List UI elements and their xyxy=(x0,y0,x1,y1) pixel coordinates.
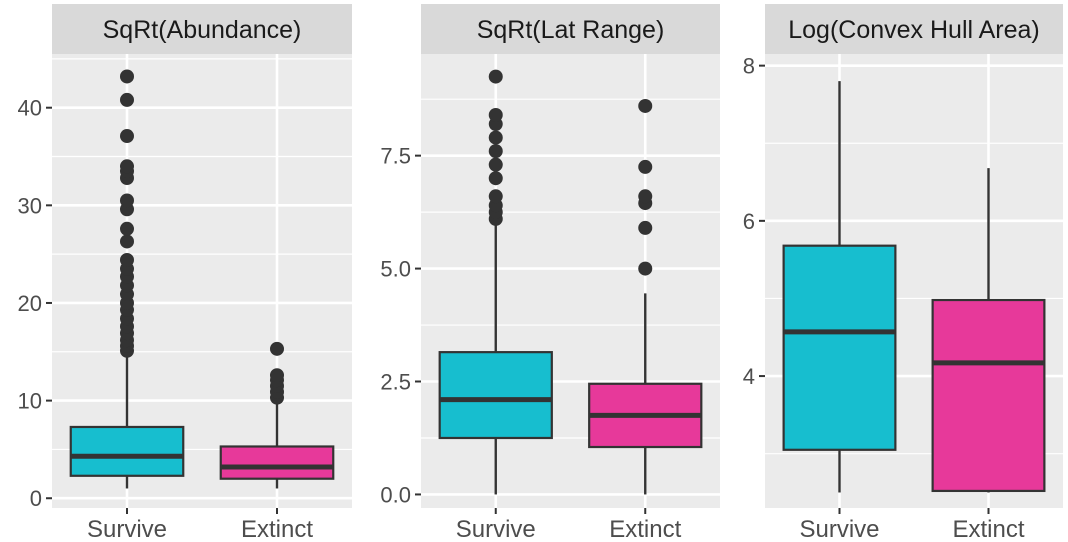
outlier-point xyxy=(638,189,653,204)
facet-title: SqRt(Lat Range) xyxy=(477,16,665,44)
y-tick-label: 0.0 xyxy=(380,482,411,507)
outlier-point xyxy=(488,69,503,84)
y-tick-label: 5.0 xyxy=(380,257,411,282)
y-tick-label: 40 xyxy=(18,96,42,121)
outlier-point xyxy=(270,341,284,356)
x-tick-label: Extinct xyxy=(241,516,313,542)
box-survive xyxy=(438,69,553,495)
box-extinct xyxy=(931,168,1046,493)
box-extinct xyxy=(588,98,703,495)
facet-title: SqRt(Abundance) xyxy=(103,16,302,44)
x-tick-label: Extinct xyxy=(952,516,1024,542)
iqr-box xyxy=(438,351,553,440)
facet-panel-2: SqRt(Lat Range) 0.0 2.5 5.0 7.5 Survive Extinc… xyxy=(380,4,720,542)
box-extinct xyxy=(219,341,335,489)
outlier-point xyxy=(120,234,134,249)
box-survive xyxy=(782,81,897,493)
y-tick-label: 7.5 xyxy=(380,144,411,169)
outlier-point xyxy=(488,189,503,204)
outlier-point xyxy=(488,157,503,172)
y-tick-label: 6 xyxy=(743,209,755,234)
y-tick-label: 4 xyxy=(743,364,755,389)
facet-strip xyxy=(52,4,352,54)
outlier-point xyxy=(488,171,503,186)
facet-strip xyxy=(421,4,720,54)
outlier-point xyxy=(488,130,503,145)
outlier-point xyxy=(270,368,284,383)
outlier-point xyxy=(488,107,503,122)
outlier-point xyxy=(638,261,653,276)
facet-panel-3: Log(Convex Hull Area) 4 6 8 Survive Extinct xyxy=(743,4,1063,542)
facet-strip xyxy=(765,4,1063,54)
facet-title: Log(Convex Hull Area) xyxy=(788,16,1040,44)
outlier-point xyxy=(120,92,134,107)
x-tick-label: Survive xyxy=(456,516,536,542)
iqr-box xyxy=(219,445,335,480)
x-tick-label: Survive xyxy=(87,516,167,542)
outlier-point xyxy=(120,69,134,84)
outlier-point xyxy=(120,253,134,268)
outlier-point xyxy=(120,129,134,144)
iqr-box xyxy=(69,425,185,477)
box-survive xyxy=(69,69,185,489)
y-tick-label: 30 xyxy=(18,193,42,218)
iqr-box xyxy=(782,244,897,451)
facet-panel-1: SqRt(Abundance) 0 10 20 30 40 Survive Extinct xyxy=(18,4,352,542)
outlier-point xyxy=(488,144,503,159)
outlier-point xyxy=(120,221,134,236)
y-tick-label: 8 xyxy=(743,54,755,79)
y-tick-label: 10 xyxy=(18,389,42,414)
x-tick-label: Survive xyxy=(799,516,879,542)
y-tick-label: 0 xyxy=(30,486,42,511)
iqr-box xyxy=(931,298,1046,493)
y-tick-label: 20 xyxy=(18,291,42,316)
x-tick-label: Extinct xyxy=(609,516,681,542)
y-tick-label: 2.5 xyxy=(380,370,411,395)
outlier-point xyxy=(120,193,134,208)
outlier-point xyxy=(638,98,653,113)
outlier-point xyxy=(638,220,653,235)
outlier-point xyxy=(120,159,134,174)
outlier-point xyxy=(638,159,653,174)
